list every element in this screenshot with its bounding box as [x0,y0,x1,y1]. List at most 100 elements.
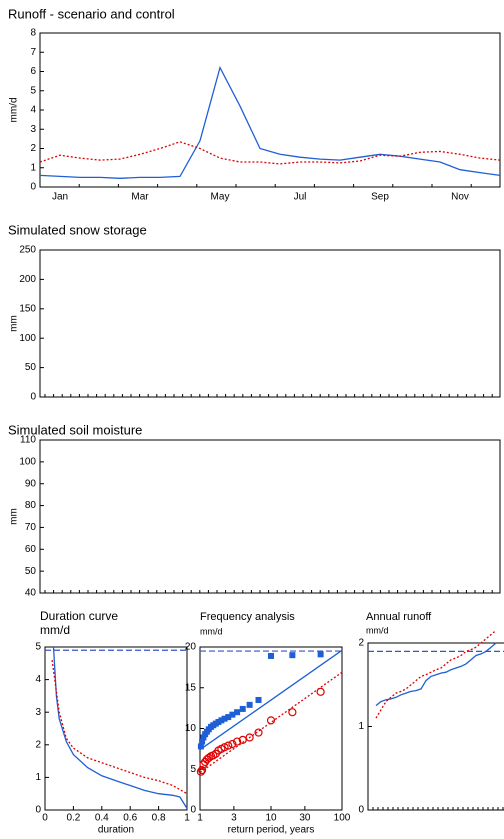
x-tick-label: Sep [371,192,389,203]
data-point [196,767,206,776]
data-line [199,671,343,774]
x-tick-label: Nov [451,192,469,203]
plot-frame [39,439,501,594]
data-point [199,738,206,745]
y-tick-label: 3 [35,707,41,718]
x-tick-label: Jan [52,192,68,203]
data-point [289,652,296,659]
y-tick-label: 1 [35,772,41,783]
data-point [197,765,207,775]
y-tick-label: 1 [30,162,36,173]
chart-title: Runoff - scenario and control [8,6,175,21]
y-tick-label: 200 [19,274,36,285]
data-line [375,642,497,707]
data-point [317,651,324,658]
x-tick-label: 0.8 [152,813,166,824]
y-tick-label: 1 [358,721,364,732]
y-tick-label: 0 [190,805,196,816]
y-tick-label: 10 [185,723,197,734]
x-axis-label: return period, years [228,825,315,836]
chart-title: Simulated soil moisture [8,422,142,437]
y-tick-label: 150 [19,303,36,314]
x-tick-label: 1 [184,813,190,824]
y-tick-label: 50 [25,566,37,577]
data-point [228,739,237,749]
y-tick-label: 100 [19,333,36,344]
data-point [221,715,228,722]
chart-title: Simulated snow storage [8,222,147,237]
x-tick-label: 30 [299,813,311,824]
data-point [225,714,232,721]
chart-subtitle: mm/d [366,625,389,635]
y-tick-label: 3 [30,124,36,135]
data-point [246,701,253,708]
y-axis-label: mm [9,508,20,525]
y-axis-label: mm/d [9,98,20,123]
y-tick-label: 8 [30,28,36,39]
y-tick-label: 15 [185,682,197,693]
data-line [199,649,343,751]
data-point [218,717,225,724]
data-point [200,734,207,741]
data-line [51,659,188,795]
y-tick-label: 2 [358,638,364,649]
chart-subtitle: mm/d [200,626,223,636]
plot-frame [367,642,504,811]
y-tick-label: 6 [30,66,36,77]
x-tick-label: 0.2 [66,813,80,824]
y-tick-label: 0 [35,805,41,816]
data-line [52,646,188,809]
y-tick-label: 100 [19,456,36,467]
data-point [234,709,241,716]
y-axis-label: mm [9,315,20,332]
data-point [288,708,297,717]
y-tick-label: 0 [30,182,36,193]
plot-frame [199,646,343,811]
y-tick-label: 80 [25,500,37,511]
x-tick-label: 10 [265,813,277,824]
plot-frame [39,32,501,188]
y-tick-label: 60 [25,544,37,555]
x-tick-label: 1 [197,813,203,824]
y-tick-label: 5 [190,764,196,775]
y-tick-label: 4 [30,105,36,116]
y-tick-label: 5 [30,85,36,96]
data-line [375,629,497,719]
x-tick-label: Jul [294,192,307,203]
x-axis-label: duration [98,825,134,836]
data-point [229,711,236,718]
x-tick-label: 0.6 [123,813,137,824]
data-point [232,737,242,746]
chart-subtitle: mm/d [40,623,70,637]
y-tick-label: 70 [25,522,37,533]
x-tick-label: 100 [334,813,351,824]
data-point [224,741,233,750]
y-tick-label: 50 [25,362,37,373]
data-point [220,743,229,752]
data-point [266,716,276,725]
data-point [316,687,325,696]
data-point [268,652,274,659]
x-tick-label: May [211,192,230,203]
y-tick-label: 0 [358,805,364,816]
y-tick-label: 5 [35,642,41,653]
chart-title: Annual runoff [366,611,432,623]
x-tick-label: 3 [231,813,237,824]
y-tick-label: 90 [25,478,37,489]
data-point [255,696,262,703]
data-line [39,141,501,165]
y-tick-label: 250 [19,245,36,256]
y-tick-label: 2 [30,143,36,154]
x-tick-label: 0 [42,813,48,824]
data-point [197,743,204,750]
y-tick-label: 20 [185,642,197,653]
data-line [39,65,501,179]
y-tick-label: 2 [35,739,41,750]
plot-frame [44,646,188,811]
data-point [245,733,254,742]
y-tick-label: 7 [30,47,36,58]
chart-title: Frequency analysis [200,611,295,623]
y-tick-label: 4 [35,674,41,685]
x-tick-label: Mar [131,192,149,203]
